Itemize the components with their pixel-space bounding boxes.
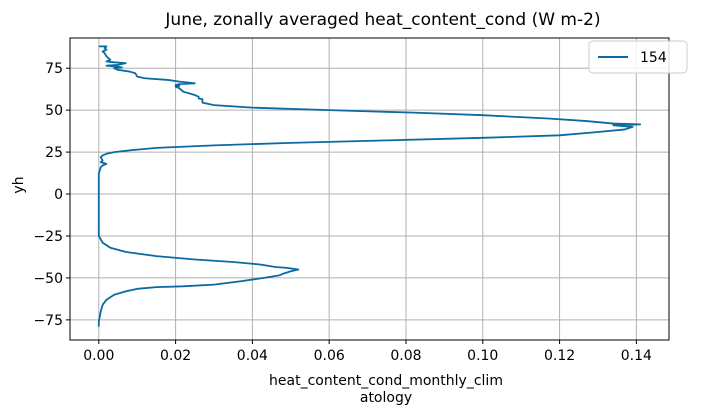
grid [70,38,669,340]
x-axis-label-line-2: atology [360,390,412,406]
x-tick-label: 0.04 [237,348,268,364]
x-axis-ticks: 0.00 0.02 0.04 0.06 0.08 0.10 0.12 0.14 [83,340,652,364]
y-tick-label: −50 [33,271,63,287]
x-tick-label: 0.12 [544,348,575,364]
y-tick-label: −25 [33,229,63,245]
legend: 154 [588,40,688,74]
y-tick-label: 25 [45,145,63,161]
x-axis-label-line-1: heat_content_cond_monthly_clim [269,373,503,389]
legend-box [588,40,688,74]
x-tick-label: 0.08 [390,348,421,364]
x-tick-label: 0.02 [160,348,191,364]
y-tick-label: −75 [33,313,63,329]
x-tick-label: 0.06 [314,348,345,364]
x-tick-label: 0.10 [467,348,498,364]
series-line-154 [97,45,642,327]
y-tick-label: 0 [54,187,63,203]
y-axis-label: yh [11,176,27,193]
chart-title: June, zonally averaged heat_content_cond… [164,10,600,30]
x-tick-label: 0.14 [621,348,652,364]
y-axis-ticks: −75 −50 −25 0 25 50 75 [33,61,70,329]
y-tick-label: 75 [45,61,63,77]
legend-label-154: 154 [640,50,667,66]
plot-frame [69,37,670,341]
x-tick-label: 0.00 [83,348,114,364]
series-layer [97,45,642,327]
y-tick-label: 50 [45,103,63,119]
